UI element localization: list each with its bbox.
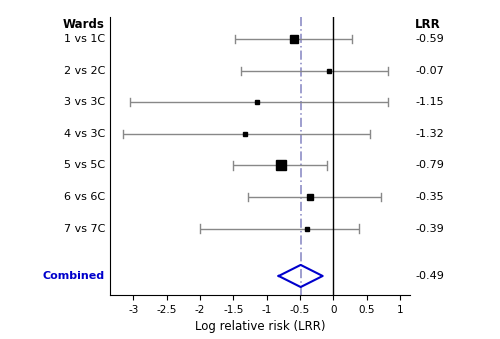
Text: Combined: Combined (43, 271, 105, 281)
Text: -0.59: -0.59 (415, 34, 444, 44)
X-axis label: Log relative risk (LRR): Log relative risk (LRR) (195, 320, 325, 333)
Text: -1.32: -1.32 (415, 129, 444, 139)
Text: -0.39: -0.39 (415, 224, 444, 234)
Text: 6 vs 6C: 6 vs 6C (64, 192, 105, 202)
Text: -0.07: -0.07 (415, 66, 444, 76)
Text: 3 vs 3C: 3 vs 3C (64, 97, 105, 107)
Text: 1 vs 1C: 1 vs 1C (64, 34, 105, 44)
Text: -1.15: -1.15 (415, 97, 444, 107)
Text: 7 vs 7C: 7 vs 7C (64, 224, 105, 234)
Text: LRR: LRR (415, 18, 441, 31)
Text: -0.35: -0.35 (415, 192, 444, 202)
Text: -0.49: -0.49 (415, 271, 444, 281)
Text: -0.79: -0.79 (415, 160, 444, 171)
Text: 5 vs 5C: 5 vs 5C (64, 160, 105, 171)
Text: Wards: Wards (63, 18, 105, 31)
Text: 4 vs 3C: 4 vs 3C (64, 129, 105, 139)
Text: 2 vs 2C: 2 vs 2C (64, 66, 105, 76)
